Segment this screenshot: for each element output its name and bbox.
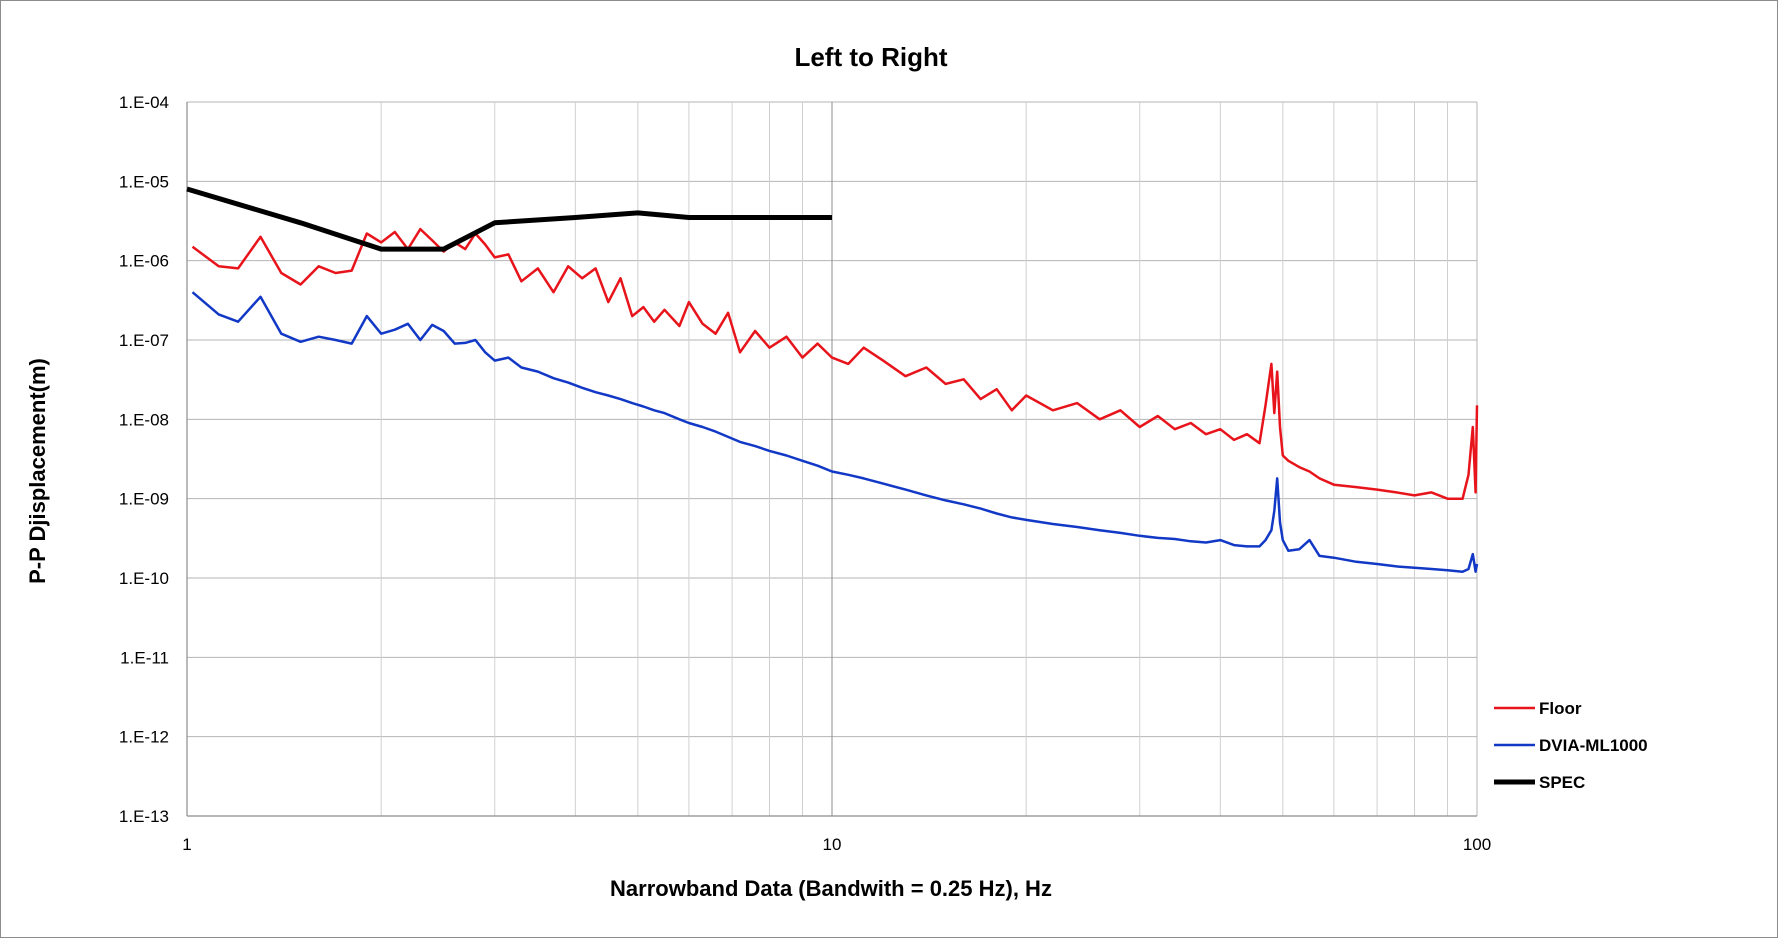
series-layer xyxy=(186,186,1479,573)
y-tick-label: 1.E-05 xyxy=(119,172,169,191)
y-tick-label: 1.E-08 xyxy=(119,410,169,429)
y-axis-label: P-P Djisplacement(m) xyxy=(25,358,50,584)
series-line-dvia-ml1000 xyxy=(191,291,1479,573)
series-line-floor xyxy=(191,227,1479,500)
y-tick-label: 1.E-12 xyxy=(119,728,169,747)
y-tick-label: 1.E-09 xyxy=(119,490,169,509)
x-tick-label: 100 xyxy=(1463,835,1491,854)
y-tick-label: 1.E-04 xyxy=(119,93,169,112)
legend-label: SPEC xyxy=(1539,773,1585,792)
y-tick-label: 1.E-07 xyxy=(119,331,169,350)
y-tick-label: 1.E-11 xyxy=(120,648,169,667)
x-tick-labels: 1 10 100 xyxy=(182,835,1491,854)
y-tick-label: 1.E-10 xyxy=(119,569,169,588)
x-axis-label: Narrowband Data (Bandwith = 0.25 Hz), Hz xyxy=(610,876,1052,901)
grid xyxy=(186,101,1478,817)
series-line-spec xyxy=(186,186,832,252)
x-tick-label: 10 xyxy=(823,835,842,854)
x-tick-label: 1 xyxy=(182,835,191,854)
y-tick-labels: 1.E-13 1.E-12 1.E-11 1.E-10 1.E-09 1.E-08 1.E-… xyxy=(119,93,169,826)
legend-label: DVIA-ML1000 xyxy=(1539,736,1648,755)
y-tick-label: 1.E-13 xyxy=(119,807,169,826)
legend: Floor DVIA-ML1000 SPEC xyxy=(1494,699,1648,792)
chart-title: Left to Right xyxy=(794,42,947,72)
y-tick-label: 1.E-06 xyxy=(119,252,169,271)
legend-label: Floor xyxy=(1539,699,1582,718)
